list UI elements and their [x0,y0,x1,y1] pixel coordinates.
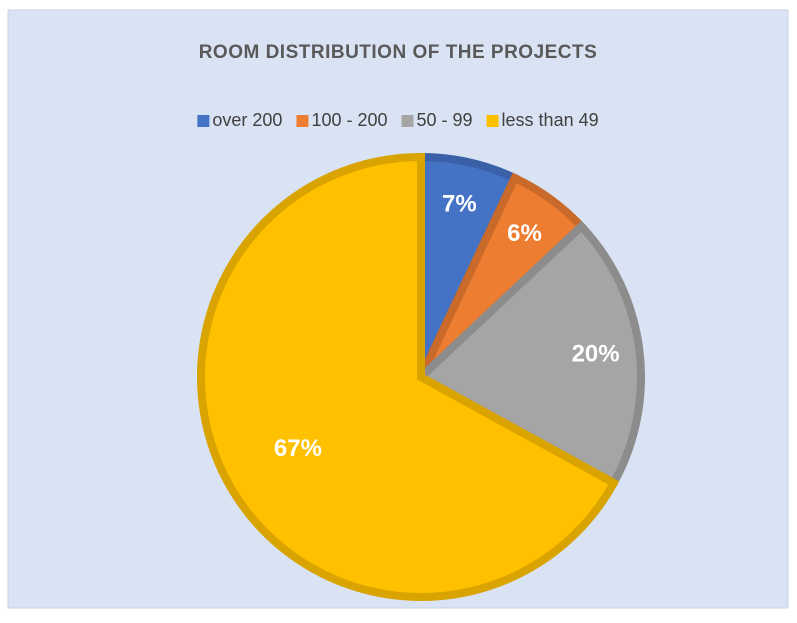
legend: over 200 100 - 200 50 - 99 less than 49 [197,110,599,130]
pie-slice [197,152,620,601]
data-label: 7% [442,191,477,218]
legend-label: over 200 [212,110,282,130]
legend-swatch [197,115,210,127]
legend-label: 100 - 200 [311,110,387,130]
data-label: 20% [572,340,620,367]
legend-swatch [296,115,309,127]
legend-swatch [486,115,499,127]
data-label: 6% [507,220,542,247]
legend-label: 50 - 99 [417,110,473,130]
legend-label: less than 49 [502,110,599,130]
pie: 7% 6% 20% 67% [197,152,645,601]
chart-title: ROOM DISTRIBUTION OF THE PROJECTS [199,42,598,63]
pie-slice [414,220,645,489]
data-label: 67% [274,435,322,462]
legend-swatch [401,115,414,127]
